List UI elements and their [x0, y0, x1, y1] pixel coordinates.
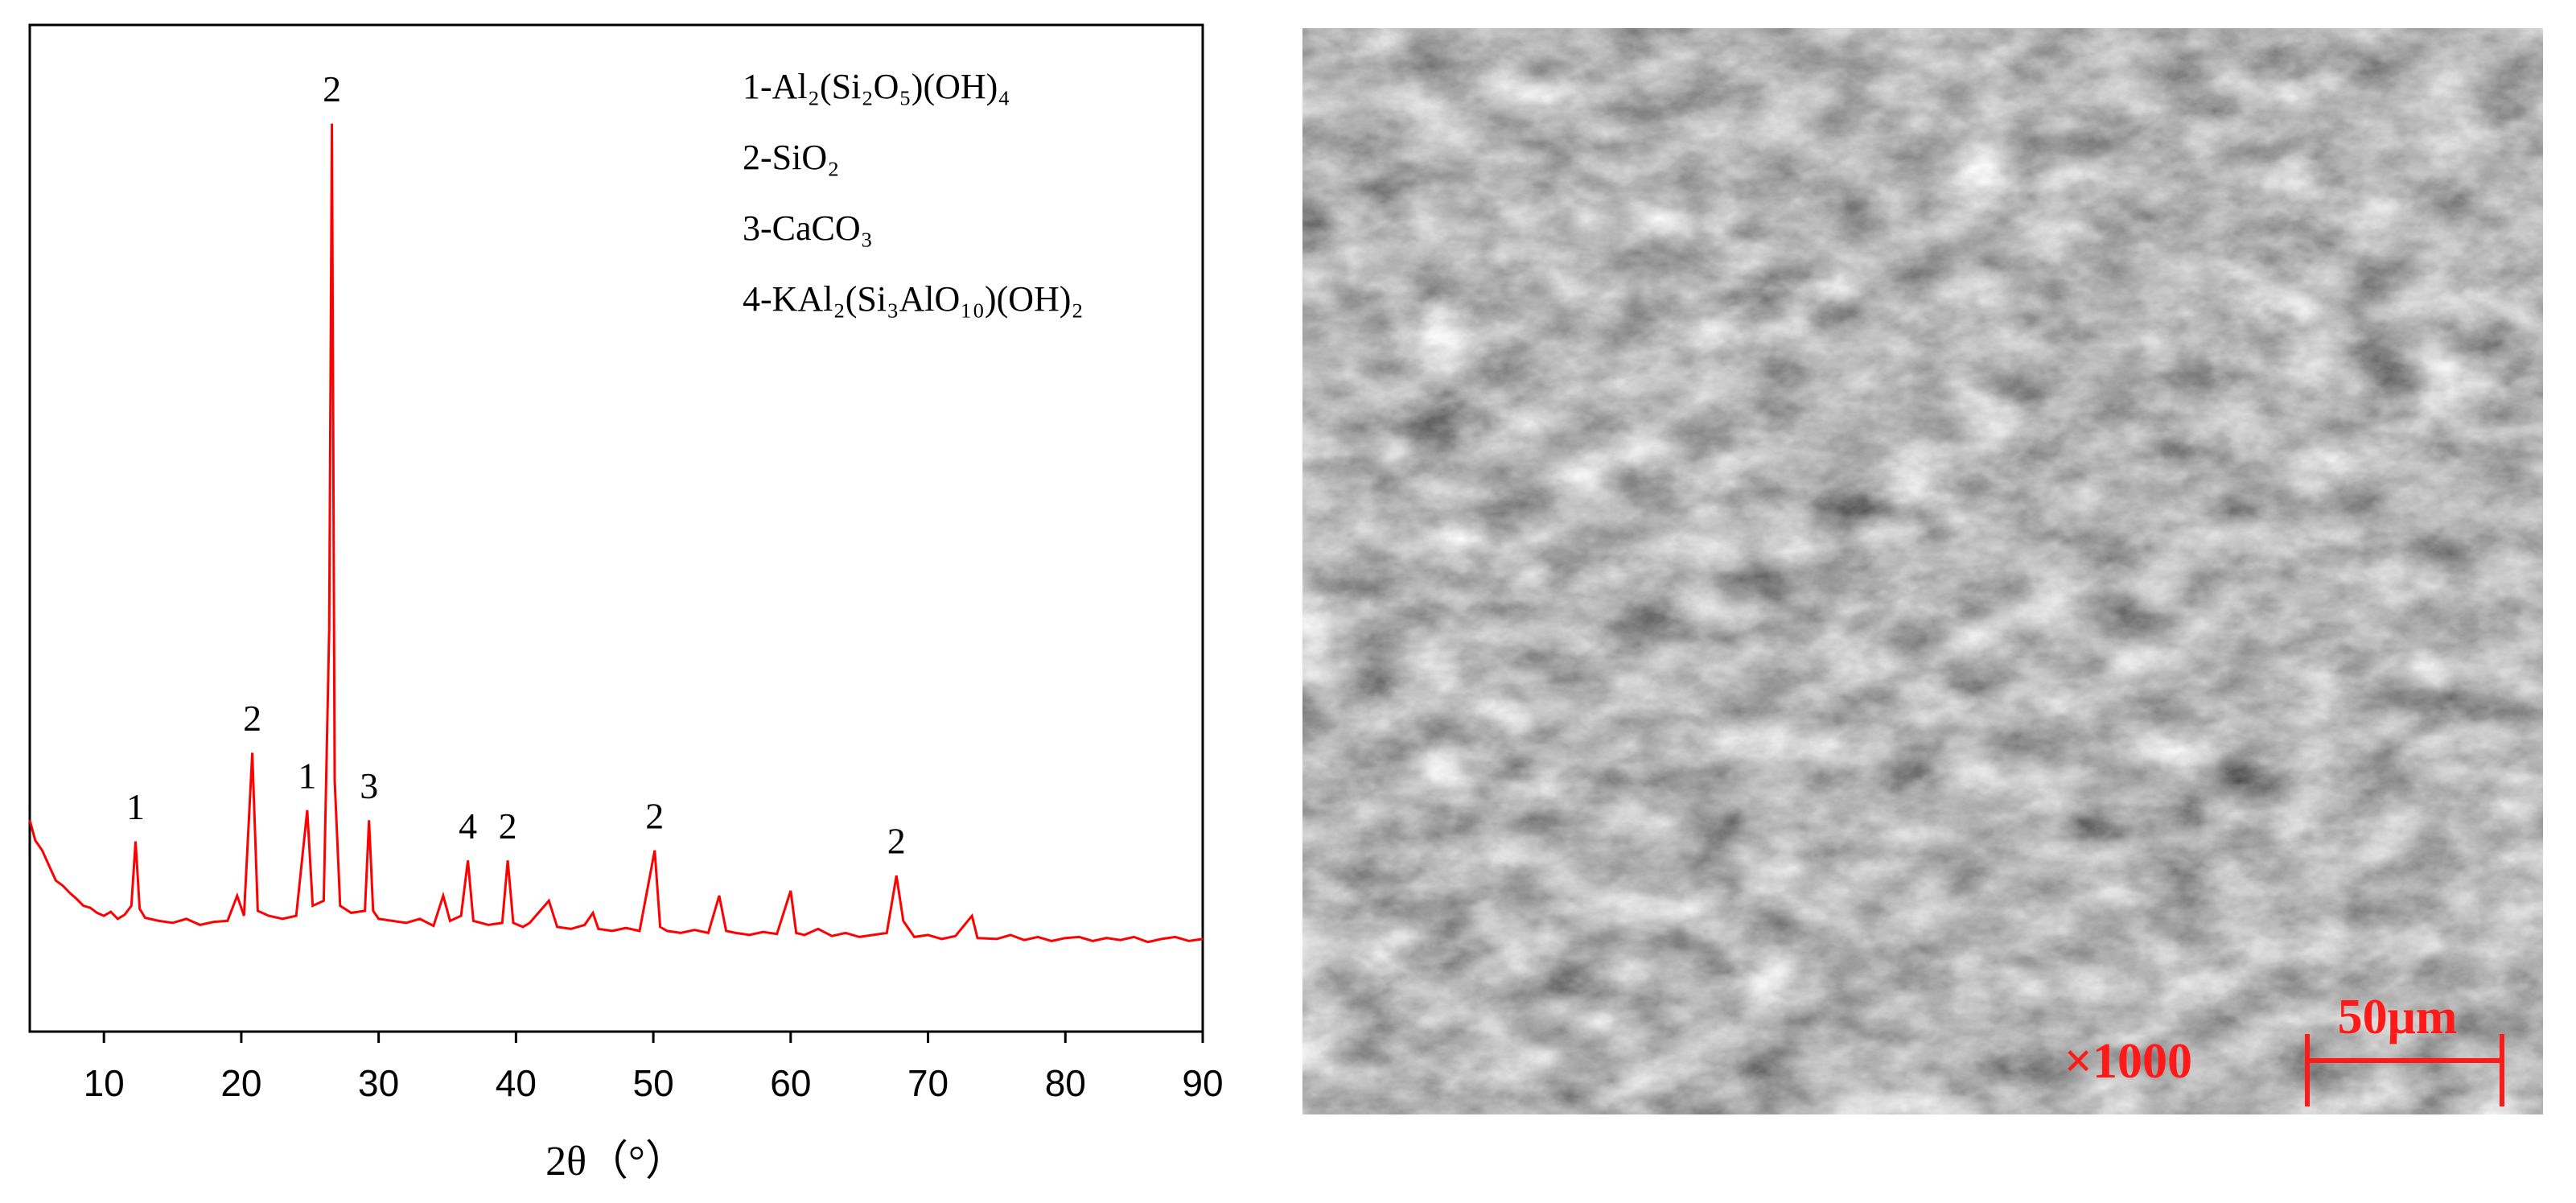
legend-entry: 4-KAl₂(Si₃AlO₁₀)(OH)₂ — [743, 279, 1084, 319]
x-tick-label: 90 — [1182, 1062, 1223, 1104]
x-tick-label: 40 — [496, 1062, 537, 1104]
plot-frame — [28, 23, 1204, 1033]
peak-label: 1 — [126, 786, 145, 827]
x-tick-label: 50 — [633, 1062, 674, 1104]
peak-label: 4 — [459, 805, 477, 847]
x-tick-label: 60 — [770, 1062, 811, 1104]
x-axis-label: 2θ（°） — [545, 1139, 687, 1184]
peak-label: 3 — [360, 765, 378, 806]
sem-panel: ×1000 50μm — [1302, 28, 2543, 1114]
peak-label: 2 — [887, 821, 906, 862]
peak-label: 2 — [645, 795, 664, 836]
scale-bar-label: 50μm — [2338, 990, 2458, 1044]
peak-label: 1 — [298, 755, 316, 796]
x-tick-label: 20 — [220, 1062, 261, 1104]
sem-texture — [1302, 28, 2543, 1114]
x-tick-label: 70 — [907, 1062, 949, 1104]
legend-entry: 3-CaCO₃ — [743, 208, 873, 248]
scale-bar — [2305, 1034, 2504, 1106]
xrd-line — [28, 123, 1204, 944]
legend-entry: 1-Al₂(Si₂O₅)(OH)₄ — [743, 67, 1010, 106]
x-tick-label: 30 — [358, 1062, 399, 1104]
legend-entry: 2-SiO₂ — [743, 138, 839, 177]
x-tick-label: 80 — [1045, 1062, 1086, 1104]
x-tick-label: 10 — [84, 1062, 125, 1104]
magnification: ×1000 — [2064, 1034, 2192, 1089]
peak-label: 2 — [243, 698, 261, 739]
peak-label: 2 — [499, 805, 517, 847]
peak-label: 2 — [323, 68, 341, 109]
